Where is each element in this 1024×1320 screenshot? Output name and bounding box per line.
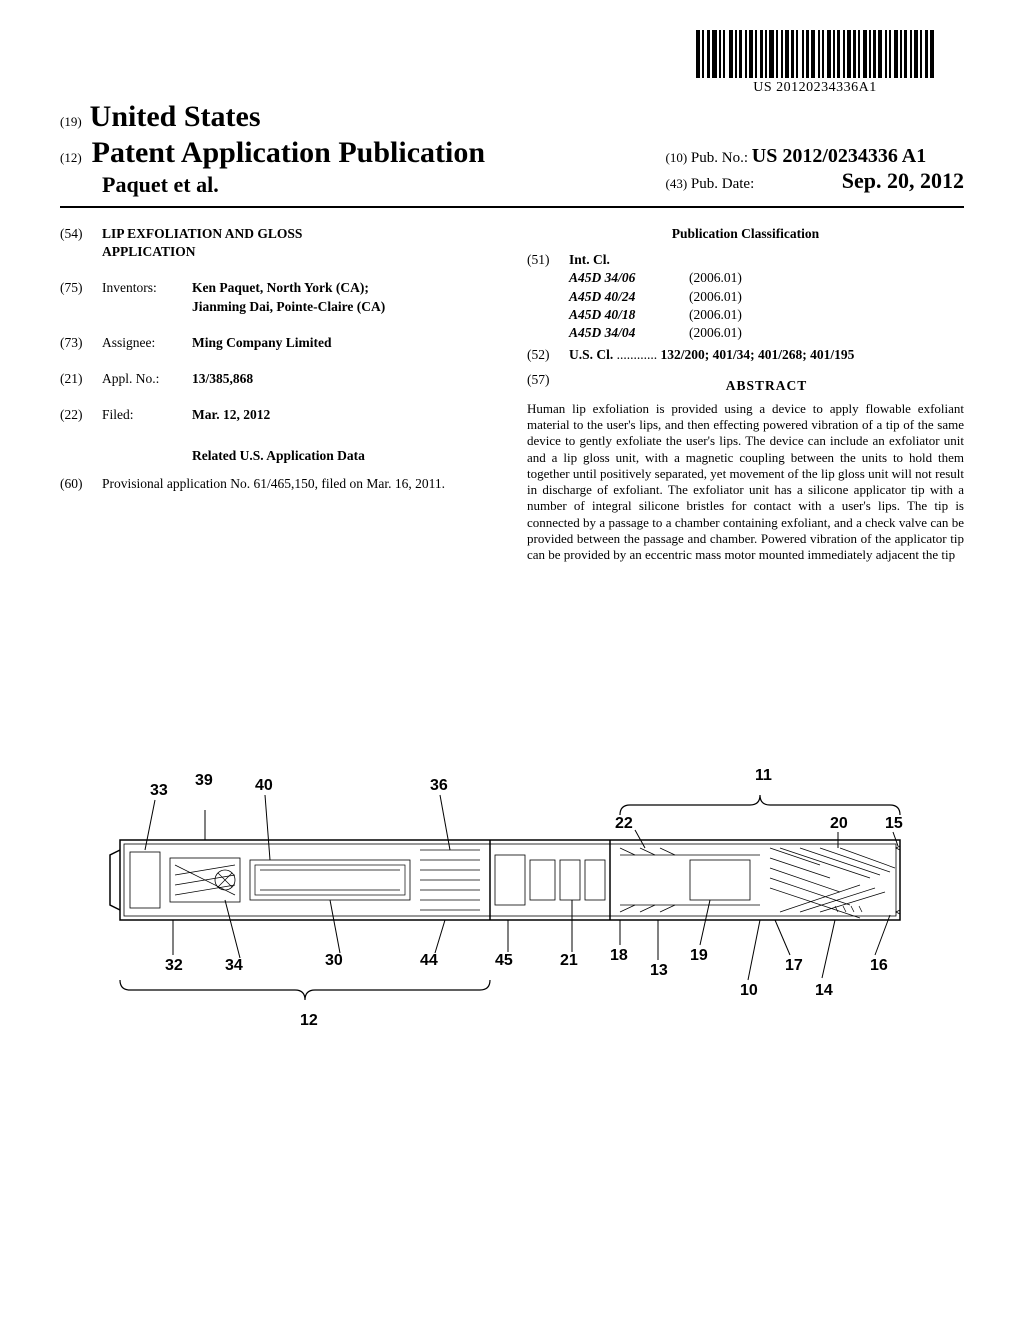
filed-value: Mar. 12, 2012 — [192, 406, 497, 424]
filed-label: Filed: — [102, 406, 192, 424]
header: (19) United States (12) Patent Applicati… — [60, 100, 964, 208]
intcl-0-code: A45D 34/06 — [569, 269, 689, 287]
pubnum-label: Pub. No.: — [691, 150, 748, 166]
fig-label-18: 18 — [610, 947, 628, 964]
code-21: (21) — [60, 370, 102, 388]
code-52: (52) — [527, 346, 569, 364]
fig-label-32: 32 — [165, 957, 183, 974]
applno-label: Appl. No.: — [102, 370, 192, 388]
related-data-heading: Related U.S. Application Data — [60, 447, 497, 465]
fig-label-19: 19 — [690, 947, 708, 964]
uscl-value: 132/200; 401/34; 401/268; 401/195 — [661, 347, 855, 362]
fig-label-33: 33 — [150, 782, 168, 799]
fig-label-44: 44 — [420, 952, 438, 969]
intcl-2-year: (2006.01) — [689, 306, 742, 324]
fig-label-30: 30 — [325, 952, 343, 969]
intcl-label: Int. Cl. — [569, 251, 610, 269]
fig-label-45: 45 — [495, 952, 513, 969]
uscl-label: U.S. Cl. — [569, 347, 613, 362]
fig-label-36: 36 — [430, 777, 448, 794]
fig-label-12: 12 — [300, 1012, 318, 1029]
country-name: United States — [90, 100, 261, 134]
fig-label-17: 17 — [785, 957, 803, 974]
authors: Paquet et al. — [102, 172, 485, 198]
biblio-columns: (54) LIP EXFOLIATION AND GLOSS APPLICATI… — [60, 225, 964, 563]
code-12: (12) — [60, 150, 82, 165]
code-57: (57) — [527, 371, 569, 401]
fig-label-20: 20 — [830, 815, 848, 832]
intcl-1-code: A45D 40/24 — [569, 288, 689, 306]
fig-label-10: 10 — [740, 982, 758, 999]
fig-label-39: 39 — [195, 772, 213, 789]
assignee-value: Ming Company Limited — [192, 334, 497, 352]
fig-label-14: 14 — [815, 982, 833, 999]
right-column: Publication Classification (51) Int. Cl.… — [527, 225, 964, 563]
code-10: (10) — [666, 150, 688, 165]
fig-label-21: 21 — [560, 952, 578, 969]
barcode-block: US 20120234336A1 — [696, 30, 934, 96]
barcode-text: US 20120234336A1 — [696, 80, 934, 96]
code-60: (60) — [60, 475, 102, 493]
fig-label-15: 15 — [885, 815, 903, 832]
fig-label-40: 40 — [255, 777, 273, 794]
header-divider — [60, 206, 964, 208]
left-column: (54) LIP EXFOLIATION AND GLOSS APPLICATI… — [60, 225, 497, 563]
publication-number: US 2012/0234336 A1 — [752, 145, 926, 167]
fig-label-13: 13 — [650, 962, 668, 979]
intcl-2-code: A45D 40/18 — [569, 306, 689, 324]
barcode-graphic — [696, 30, 934, 78]
inventor-2: Jianming Dai, Pointe-Claire (CA) — [192, 298, 497, 316]
code-22: (22) — [60, 406, 102, 424]
publication-date: Sep. 20, 2012 — [842, 168, 964, 193]
applno-value: 13/385,868 — [192, 370, 497, 388]
assignee-label: Assignee: — [102, 334, 192, 352]
invention-title-line1: LIP EXFOLIATION AND GLOSS — [102, 225, 497, 243]
fig-label-34: 34 — [225, 957, 243, 974]
code-43: (43) — [666, 176, 688, 191]
intcl-3-code: A45D 34/04 — [569, 324, 689, 342]
invention-title-line2: APPLICATION — [102, 243, 497, 261]
inventors-label: Inventors: — [102, 279, 192, 315]
code-54: (54) — [60, 225, 102, 261]
classification-heading: Publication Classification — [527, 225, 964, 243]
code-51: (51) — [527, 251, 569, 269]
code-73: (73) — [60, 334, 102, 352]
patent-figure: 33 39 40 36 11 22 20 15 32 34 30 44 45 2… — [60, 720, 964, 1060]
intcl-1-year: (2006.01) — [689, 288, 742, 306]
code-19: (19) — [60, 114, 82, 130]
code-75: (75) — [60, 279, 102, 315]
abstract-text: Human lip exfoliation is provided using … — [527, 401, 964, 564]
intcl-0-year: (2006.01) — [689, 269, 742, 287]
pubdate-label: Pub. Date: — [691, 176, 754, 192]
abstract-heading: ABSTRACT — [569, 377, 964, 395]
publication-title: Patent Application Publication — [92, 136, 485, 169]
inventor-1: Ken Paquet, North York (CA); — [192, 279, 497, 297]
fig-label-11: 11 — [755, 767, 772, 784]
fig-label-22: 22 — [615, 815, 633, 832]
fig-label-16: 16 — [870, 957, 888, 974]
provisional-text: Provisional application No. 61/465,150, … — [102, 475, 497, 493]
figure-svg: 33 39 40 36 11 22 20 15 32 34 30 44 45 2… — [60, 720, 964, 1060]
uscl-dots: ............ — [613, 347, 660, 362]
intcl-3-year: (2006.01) — [689, 324, 742, 342]
